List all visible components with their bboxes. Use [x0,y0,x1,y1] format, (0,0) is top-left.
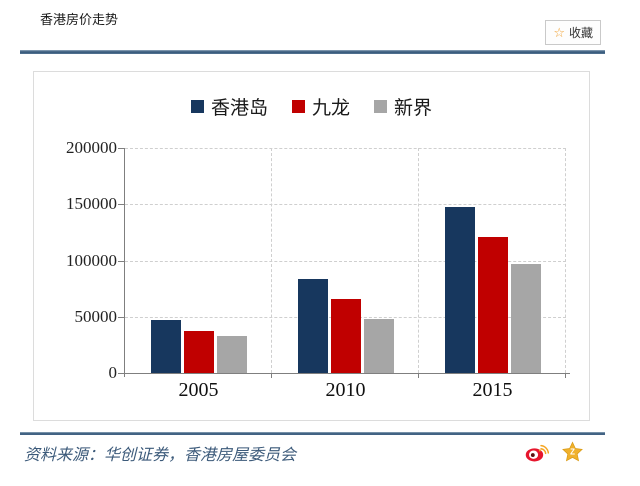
favorite-star-icon: ☆ [553,25,565,40]
qzone-share-button[interactable]: Z [562,441,583,462]
legend-label: 新界 [394,98,433,119]
y-tick [118,316,124,318]
bar-group [272,148,419,373]
favorite-button[interactable]: ☆ 收藏 [545,20,601,45]
legend: 香港岛 九龙 新界 [34,93,589,120]
legend-swatch-icon [190,100,204,113]
bar [330,298,361,373]
bar [510,263,541,373]
source-note: 资料来源：华创证券，香港房屋委员会 [24,447,297,464]
chart-container: 香港岛 九龙 新界 0 50000 100000 150000 200000 2005 2010… [33,71,590,421]
qzone-star-icon: Z [562,441,583,462]
svg-text:Z: Z [570,448,575,457]
x-category-label: 2015 [472,379,513,401]
legend-swatch-icon [291,100,305,113]
bar-group [419,148,566,373]
bar-group [125,148,272,373]
y-tick-label: 50000 [74,306,118,326]
x-axis-line [118,373,570,374]
bar [297,278,328,373]
v-gridline [271,148,272,373]
h-gridline [125,148,566,149]
legend-item: 九龙 [291,93,350,120]
bar [150,320,181,373]
legend-swatch-icon [374,100,387,113]
y-axis-line [124,148,125,377]
h-gridline [125,204,566,206]
y-tick-label: 100000 [66,250,117,270]
legend-label: 香港岛 [210,98,268,119]
weibo-icon [525,444,549,461]
y-tick [118,148,124,149]
legend-label: 九龙 [311,98,350,119]
bottom-divider [20,432,605,435]
bar [216,335,247,373]
bar [477,236,508,373]
weibo-share-button[interactable] [525,442,549,462]
plot-area [125,148,566,373]
legend-item: 新界 [374,93,432,120]
top-divider [20,50,605,54]
bar [363,319,394,373]
v-gridline [418,148,419,373]
bar [183,331,214,373]
y-tick-label: 150000 [66,194,117,214]
legend-item: 香港岛 [190,93,268,120]
y-tick [118,204,124,206]
v-gridline [565,148,566,373]
x-tick [418,374,419,378]
y-tick-label: 200000 [66,138,117,157]
x-tick [271,374,272,378]
favorite-button-label: 收藏 [568,26,593,40]
x-category-label: 2005 [178,379,219,401]
x-tick [565,374,566,378]
y-tick-label: 0 [108,363,118,382]
page-title: 香港房价走势 [40,12,119,27]
h-gridline [125,260,566,262]
share-bar: Z [525,441,583,462]
y-tick [118,373,124,374]
x-category-label: 2010 [325,379,366,401]
y-tick [118,260,124,262]
bar [444,206,475,373]
